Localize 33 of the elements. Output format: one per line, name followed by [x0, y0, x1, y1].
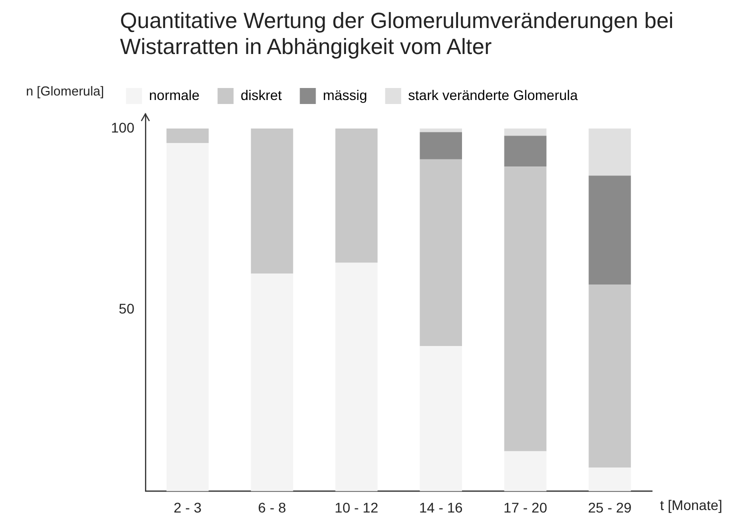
legend-label: mässig	[322, 86, 368, 103]
y-tick-label: 100	[111, 119, 135, 136]
x-tick-label: 17 - 20	[504, 499, 548, 516]
x-tick-label: 25 - 29	[588, 499, 632, 516]
bar	[166, 128, 209, 144]
x-tick-label: 2 - 3	[174, 499, 202, 516]
bar	[420, 132, 462, 160]
legend-label: normale	[149, 86, 200, 103]
bar	[335, 128, 378, 263]
bar	[420, 159, 462, 346]
bar	[250, 128, 294, 274]
x-tick-label: 6 - 8	[258, 499, 286, 516]
chart-title: Quantitative Wertung der Glomerulumveränderungen bei Wistarratten in Abhängigkeit vom Alter	[120, 8, 675, 60]
x-tick-label: 14 - 16	[419, 499, 463, 516]
legend-label: diskret	[240, 86, 282, 103]
bar	[588, 176, 631, 284]
bar	[166, 143, 209, 492]
legend-label: stark veränderte Glomerula	[408, 86, 578, 103]
bar	[504, 451, 546, 492]
bar	[420, 128, 462, 132]
bar	[504, 128, 546, 136]
bar	[250, 274, 294, 492]
bar	[504, 166, 546, 452]
x-tick-label: 10 - 12	[334, 499, 378, 516]
bar	[588, 128, 631, 176]
bar	[335, 262, 378, 492]
bar	[588, 468, 631, 492]
bar	[420, 346, 462, 492]
x-axis-title: t [Monate]	[660, 497, 722, 514]
y-axis-title: n [Glomerula]	[26, 84, 104, 99]
bar	[504, 136, 546, 167]
bar	[588, 284, 631, 468]
y-tick-label: 50	[118, 300, 135, 317]
